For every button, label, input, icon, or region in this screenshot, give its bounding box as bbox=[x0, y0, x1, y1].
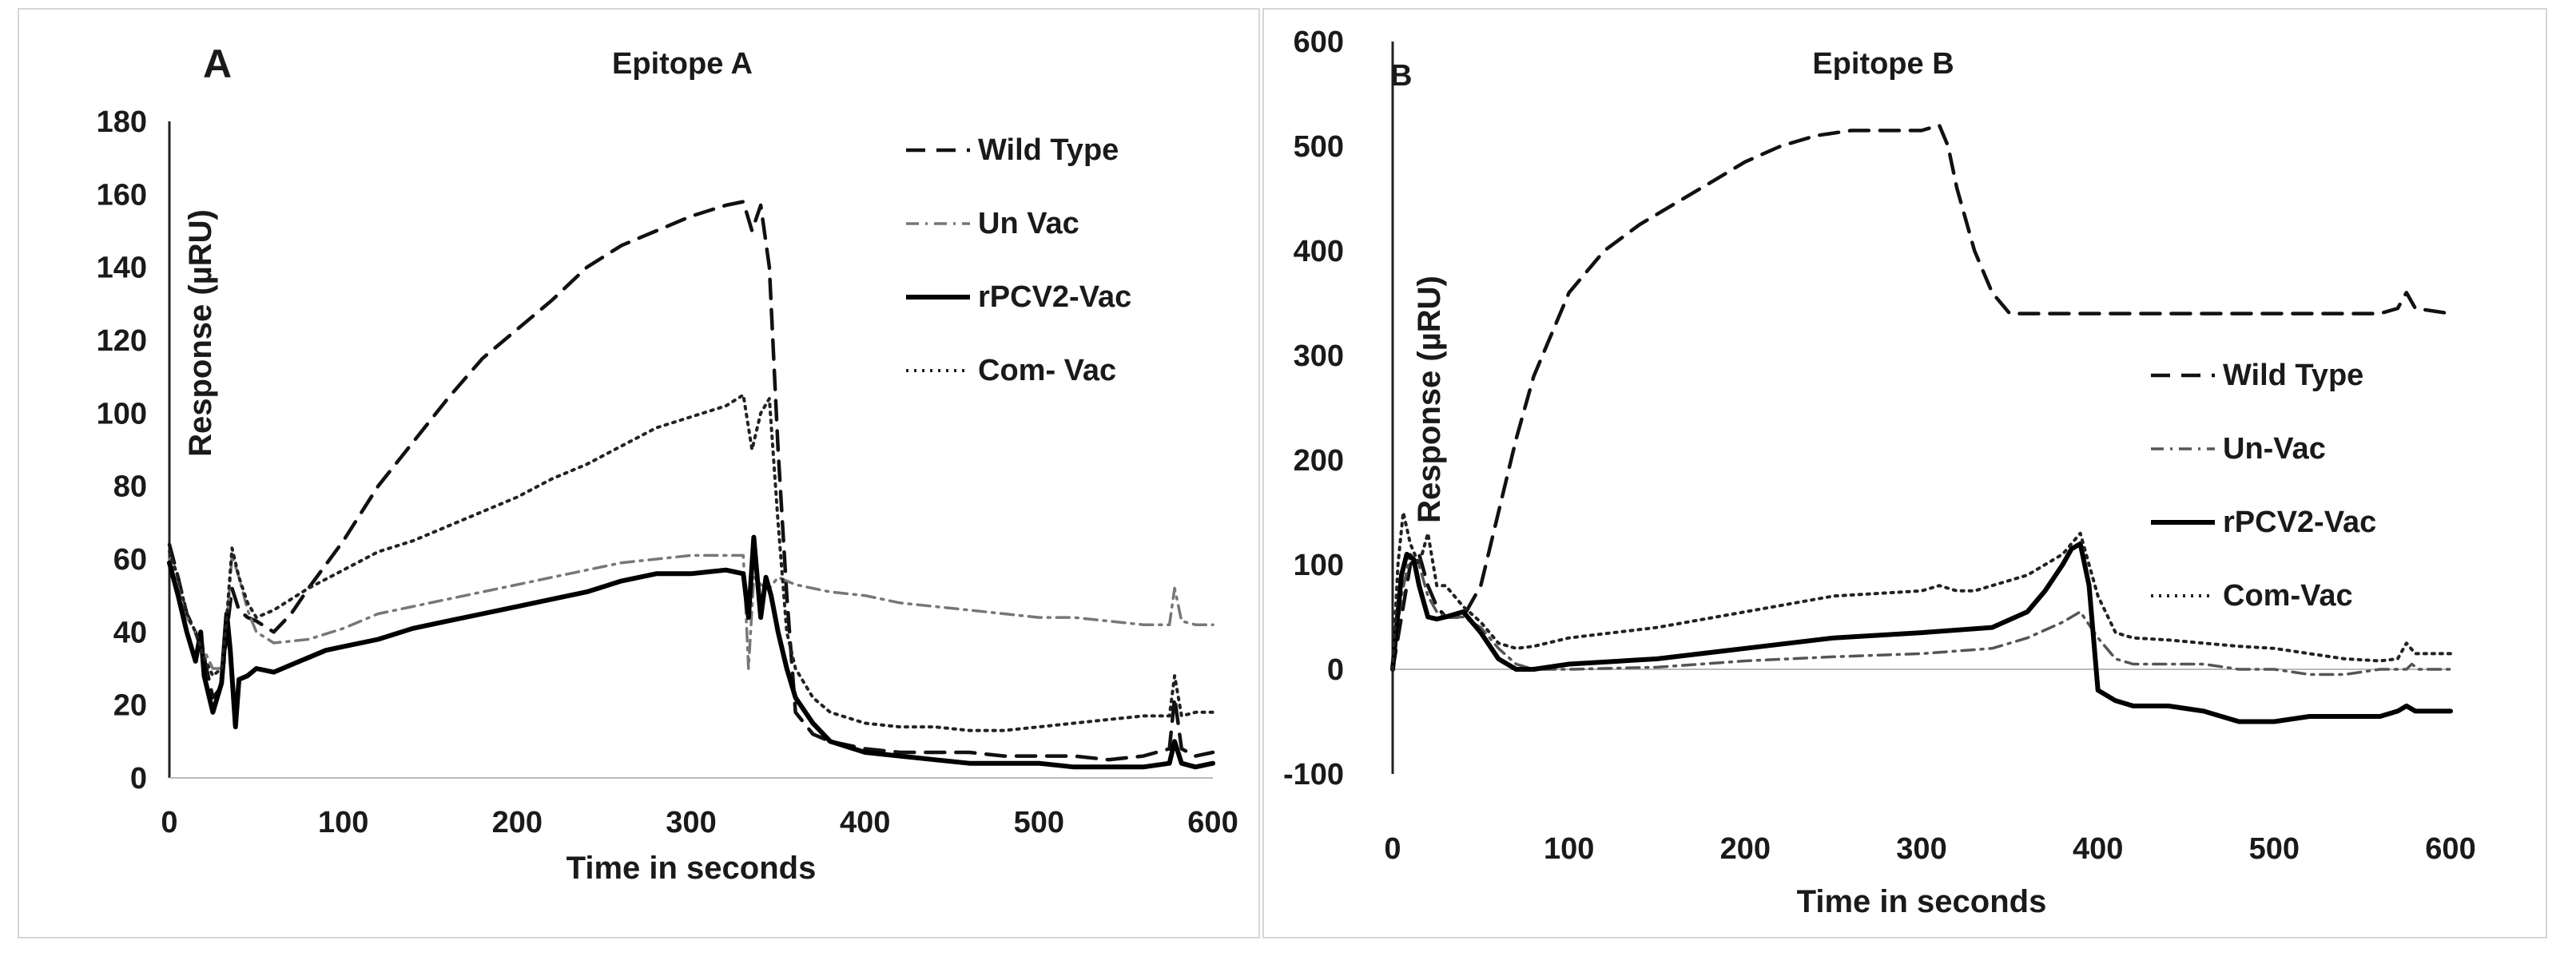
chart-b-panel-letter: B bbox=[1390, 59, 1412, 93]
chart-a-y-tick-label: 180 bbox=[97, 105, 147, 139]
chart-panel-a: 0 20 40 60 80 100 120 140 160 180 0 100 200 300 400 500… bbox=[18, 8, 1260, 938]
chart-b-x-tick-label: 600 bbox=[2425, 832, 2475, 866]
chart-panel-b: -100 0 100 200 300 400 500 600 0 100 200 300 400 500 6… bbox=[1262, 8, 2547, 938]
chart-a-y-tick-label: 140 bbox=[97, 252, 147, 285]
chart-b-series-line-rpcv2-vac bbox=[1390, 541, 2453, 724]
chart-a-y-tick-label: 160 bbox=[97, 178, 147, 212]
chart-b-x-tick-label: 400 bbox=[2073, 832, 2123, 866]
chart-a-legend-label-wild-type: Wild Type bbox=[978, 133, 1119, 167]
chart-a-legend-label-rpcv2-vac: rPCV2-Vac bbox=[978, 280, 1131, 314]
chart-b-y-tick-label: 600 bbox=[1294, 26, 1344, 59]
chart-a-y-tick-label: 60 bbox=[113, 543, 147, 577]
chart-b-y-tick-label: 100 bbox=[1294, 549, 1344, 582]
chart-a-y-tick-label: 80 bbox=[113, 470, 147, 504]
chart-a-panel-letter: A bbox=[203, 42, 232, 86]
chart-a-x-tick-label: 600 bbox=[1187, 806, 1238, 839]
chart-a-x-tick-label: 100 bbox=[318, 806, 368, 839]
chart-a-chart-title: Epitope A bbox=[612, 47, 753, 81]
chart-b-x-tick-label: 100 bbox=[1544, 832, 1594, 866]
chart-b-x-tick-label: 500 bbox=[2249, 832, 2300, 866]
chart-b-y-tick-label: 0 bbox=[1327, 653, 1344, 687]
chart-a-legend-label-com-vac: Com- Vac bbox=[978, 354, 1116, 387]
chart-a-x-tick-label: 200 bbox=[492, 806, 543, 839]
chart-b-series-line-un-vac bbox=[1391, 553, 2452, 676]
chart-a-y-tick-label: 100 bbox=[97, 397, 147, 430]
chart-a-series-line-com-vac bbox=[168, 393, 1214, 732]
chart-a-y-tick-label: 40 bbox=[113, 616, 147, 649]
chart-a-series-line-rpcv2-vac bbox=[167, 534, 1215, 770]
chart-b-y-tick-label: 500 bbox=[1294, 130, 1344, 164]
chart-a-x-tick-label: 400 bbox=[840, 806, 890, 839]
chart-b-y-tick-label: 300 bbox=[1294, 339, 1344, 373]
chart-b-x-tick-label: 200 bbox=[1720, 832, 1771, 866]
chart-b-chart-title: Epitope B bbox=[1812, 47, 1954, 81]
chart-a-series-line-wild-type bbox=[167, 200, 1215, 762]
chart-a-x-axis-title: Time in seconds bbox=[566, 851, 817, 886]
chart-a-svg: 0 20 40 60 80 100 120 140 160 180 0 100 200 300 400 500… bbox=[97, 42, 1238, 886]
chart-b-y-tick-label: 400 bbox=[1294, 235, 1344, 268]
chart-b-x-tick-label: 0 bbox=[1384, 832, 1401, 866]
chart-b-x-axis-title: Time in seconds bbox=[1797, 884, 2047, 919]
chart-b-y-tick-label: -100 bbox=[1283, 758, 1344, 791]
chart-b-y-axis-title: Response (µRU) bbox=[1412, 276, 1447, 523]
chart-b-legend-label-com-vac: Com-Vac bbox=[2223, 579, 2353, 613]
chart-a-legend-label-un-vac: Un Vac bbox=[978, 207, 1079, 240]
chart-b-series-line-com-vac bbox=[1391, 510, 2452, 671]
chart-a-x-tick-label: 0 bbox=[161, 806, 177, 839]
chart-a-y-tick-label: 0 bbox=[130, 762, 147, 795]
chart-a-y-tick-label: 20 bbox=[113, 689, 147, 723]
chart-b-y-tick-label: 200 bbox=[1294, 444, 1344, 478]
chart-b-svg: -100 0 100 200 300 400 500 600 0 100 200 300 400 500 6… bbox=[1283, 26, 2476, 919]
chart-b-x-tick-label: 300 bbox=[1896, 832, 1946, 866]
chart-a-x-tick-label: 500 bbox=[1014, 806, 1064, 839]
chart-b-legend-label-rpcv2-vac: rPCV2-Vac bbox=[2223, 506, 2376, 539]
chart-a-x-tick-label: 300 bbox=[666, 806, 716, 839]
chart-b-legend-label-wild-type: Wild Type bbox=[2223, 359, 2363, 392]
chart-b-legend-label-un-vac: Un-Vac bbox=[2223, 432, 2326, 466]
chart-a-y-tick-label: 120 bbox=[97, 324, 147, 358]
chart-a-y-axis-title: Response (µRU) bbox=[183, 209, 218, 457]
chart-b-series-line-wild-type bbox=[1390, 123, 2453, 672]
